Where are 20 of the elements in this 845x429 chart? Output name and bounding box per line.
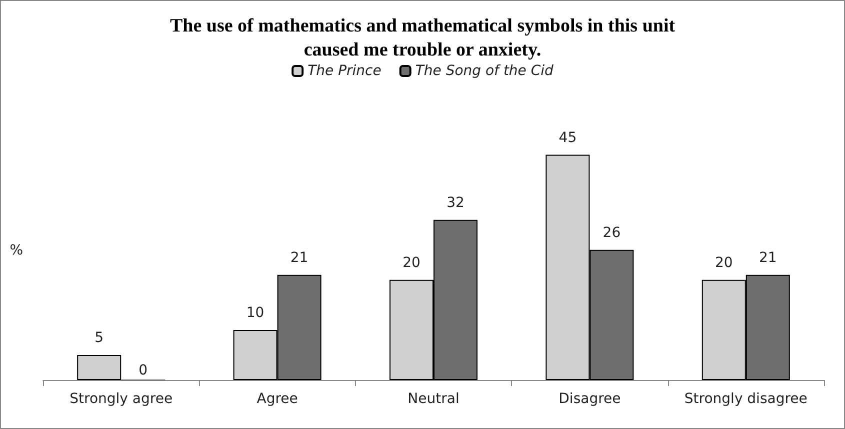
bar (77, 354, 122, 380)
data-label: 20 (402, 254, 420, 271)
data-label: 10 (246, 304, 264, 321)
data-label: 32 (446, 194, 464, 211)
data-label: 21 (758, 250, 777, 266)
data-label: 26 (602, 224, 621, 241)
data-label: 5 (94, 330, 104, 346)
chart-title: The use of mathematics and mathematical symbols in this unit caused me trouble or anxiety. (170, 16, 676, 60)
data-label: 0 (138, 362, 148, 378)
x-tick-label: Agree (256, 391, 298, 407)
x-tick-label: Disagree (558, 391, 621, 407)
data-label: 20 (714, 254, 733, 271)
y-axis-title: % (10, 242, 23, 258)
data-label: 21 (290, 250, 308, 266)
data-label: 45 (558, 130, 577, 146)
legend-label: The Prince (308, 63, 382, 79)
x-tick-label: Neutral (408, 391, 460, 407)
x-tick-label: Strongly disagree (684, 391, 808, 407)
legend-label: The Song of the Cid (415, 63, 554, 79)
x-tick-label: Strongly agree (70, 391, 173, 407)
